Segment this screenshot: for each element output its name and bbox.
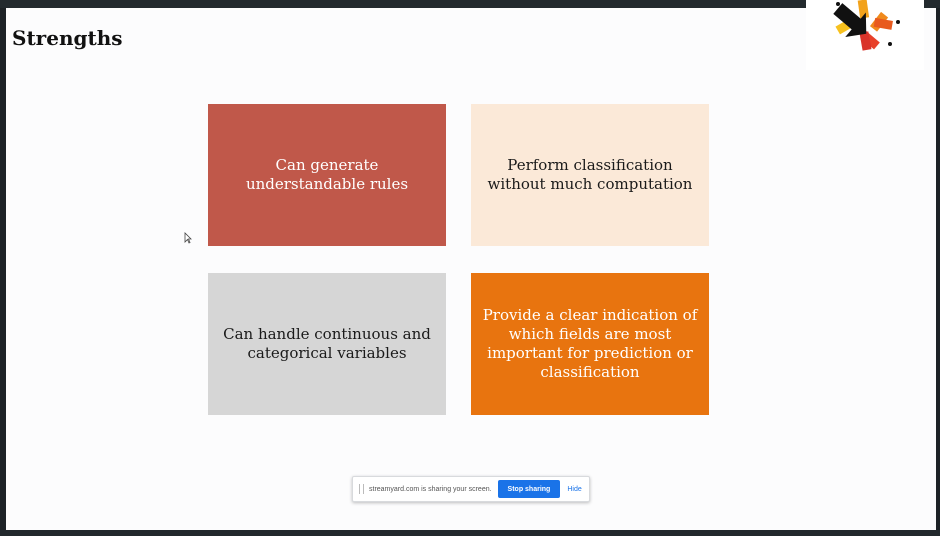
share-message: streamyard.com is sharing your screen. [369,485,492,493]
strength-card-rules: Can generate understandable rules [208,104,446,246]
mouse-pointer-icon [184,229,192,248]
strength-card-variables: Can handle continuous and categorical va… [208,273,446,415]
strength-card-text: Can generate understandable rules [245,156,409,193]
strength-card-computation: Perform classification without much comp… [471,104,709,246]
logo [806,0,924,70]
bottom-edge [0,530,940,536]
strength-card-text: Can handle continuous and categorical va… [223,325,431,362]
stop-sharing-button[interactable]: Stop sharing [497,480,561,498]
strength-card-fields: Provide a clear indication of which fiel… [471,273,709,415]
slide-title: Strengths [12,26,123,50]
top-edge [0,0,940,8]
strength-card-text: Perform classification without much comp… [487,156,693,193]
drag-handle-icon[interactable] [359,484,364,494]
strength-card-text: Provide a clear indication of which fiel… [482,306,698,381]
presentation-slide: Strengths Can generate understandable ru… [6,8,936,530]
screen-share-bar: streamyard.com is sharing your screen. S… [352,476,590,502]
starburst-arrow-logo-icon [833,0,900,51]
hide-link[interactable]: Hide [567,485,582,493]
